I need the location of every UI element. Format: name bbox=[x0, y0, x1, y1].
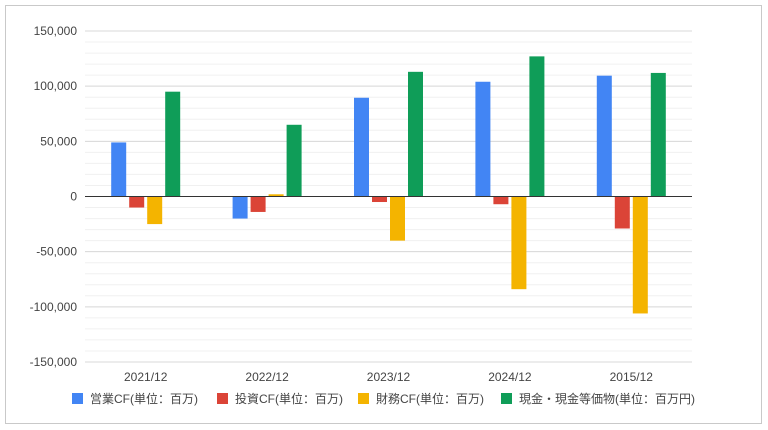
bar-2-5 bbox=[614, 196, 630, 229]
y-tick-label: -100,000 bbox=[30, 300, 78, 314]
bars bbox=[111, 56, 666, 314]
legend-label-1: 営業CF(単位：百万) bbox=[90, 391, 198, 406]
legend-swatch-4 bbox=[501, 393, 512, 404]
axes: 150,000 100,000 50,000 0 -50,000 -100,000 -150… bbox=[30, 24, 692, 384]
legend-swatch-3 bbox=[358, 393, 369, 404]
bar-1-1 bbox=[111, 142, 127, 197]
legend-label-4: 現金・現金等価物(単位：百万円) bbox=[519, 391, 695, 406]
bar-3-1 bbox=[147, 196, 163, 225]
bar-1-5 bbox=[596, 75, 612, 197]
bar-3-4 bbox=[511, 196, 527, 290]
y-tick-label: 150,000 bbox=[34, 24, 78, 38]
x-tick-label: 2015/12 bbox=[610, 370, 654, 384]
bar-4-5 bbox=[650, 72, 666, 197]
legend-swatch-2 bbox=[217, 393, 228, 404]
grid bbox=[85, 30, 692, 363]
bar-4-1 bbox=[165, 91, 181, 197]
bar-1-2 bbox=[232, 196, 248, 219]
bar-4-3 bbox=[408, 71, 423, 197]
bar-3-2 bbox=[268, 194, 284, 197]
y-tick-label: -150,000 bbox=[30, 355, 78, 369]
bar-2-3 bbox=[372, 196, 387, 203]
y-tick-label: -50,000 bbox=[36, 245, 77, 259]
legend: 営業CF(単位：百万) 投資CF(単位：百万) 財務CF(単位：百万) 現金・現金等価… bbox=[72, 391, 695, 406]
legend-swatch-1 bbox=[72, 393, 83, 404]
x-tick-label: 2024/12 bbox=[488, 370, 532, 384]
legend-label-3: 財務CF(単位：百万) bbox=[376, 391, 484, 406]
bar-2-2 bbox=[250, 196, 266, 212]
bar-4-4 bbox=[529, 56, 545, 197]
bar-3-3 bbox=[390, 196, 405, 241]
y-tick-label: 50,000 bbox=[40, 134, 77, 148]
legend-label-2: 投資CF(単位：百万) bbox=[235, 391, 343, 406]
bar-2-1 bbox=[129, 196, 145, 208]
x-tick-label: 2022/12 bbox=[245, 370, 289, 384]
bar-2-4 bbox=[493, 196, 509, 205]
bar-1-3 bbox=[354, 97, 369, 197]
x-tick-label: 2021/12 bbox=[124, 370, 168, 384]
bar-4-2 bbox=[286, 124, 302, 197]
y-tick-label: 100,000 bbox=[34, 79, 78, 93]
bar-1-4 bbox=[475, 81, 491, 197]
x-tick-label: 2023/12 bbox=[367, 370, 411, 384]
bar-3-5 bbox=[632, 196, 648, 314]
y-tick-label: 0 bbox=[70, 190, 77, 204]
